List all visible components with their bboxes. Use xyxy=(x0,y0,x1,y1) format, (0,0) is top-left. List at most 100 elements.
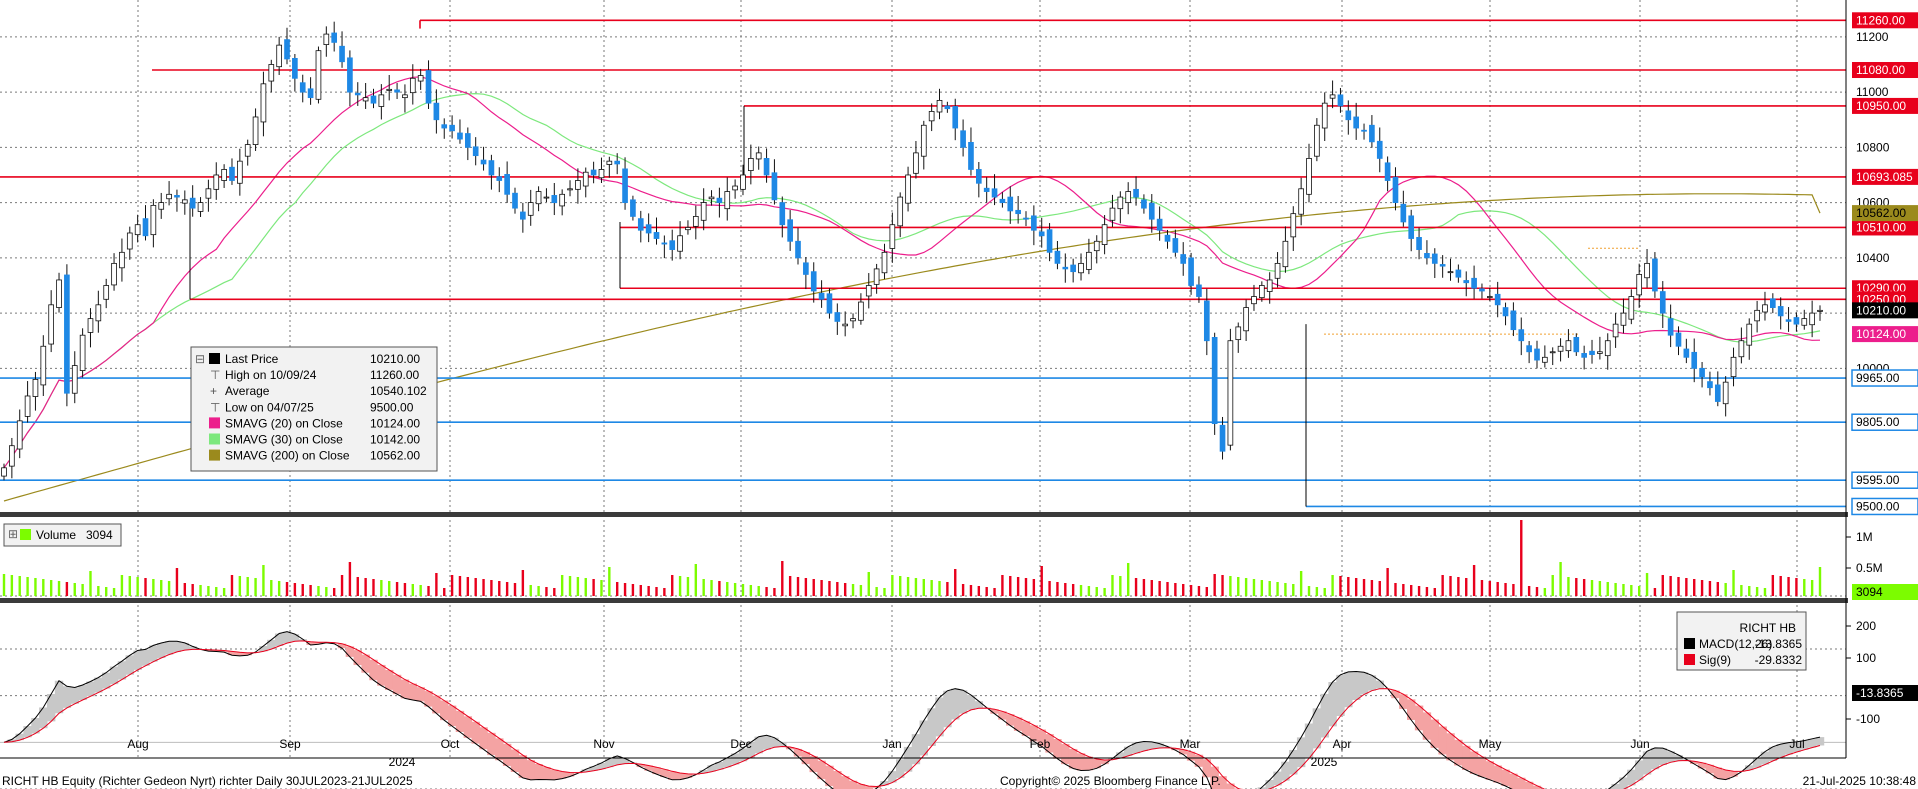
volume-bar xyxy=(875,587,878,596)
price-tick-label: 11000 xyxy=(1856,85,1889,99)
candle-body xyxy=(787,219,793,242)
candle-body xyxy=(1353,116,1359,129)
candle-body xyxy=(1597,351,1603,354)
candle-body xyxy=(1431,253,1438,264)
candle-body xyxy=(512,192,518,209)
volume-bar xyxy=(1449,576,1452,596)
volume-bar xyxy=(443,588,446,596)
volume-bar xyxy=(136,577,139,596)
candle-body xyxy=(378,94,385,107)
month-label: Jan xyxy=(882,737,901,751)
candle-body xyxy=(260,83,267,123)
candle-body xyxy=(1455,269,1462,278)
candle-body xyxy=(826,293,833,314)
volume-bar xyxy=(18,576,21,596)
candle-body xyxy=(166,193,172,200)
candle-body xyxy=(708,196,715,200)
legend-label: SMAVG (30) on Close xyxy=(225,433,343,447)
volume-bar xyxy=(112,588,116,596)
volume-bar xyxy=(238,576,242,596)
volume-bar xyxy=(843,583,847,596)
tag-9805.00-text: 9805.00 xyxy=(1856,415,1900,429)
candle-body xyxy=(1589,350,1595,355)
volume-bar xyxy=(222,588,226,596)
candle-body xyxy=(32,379,39,397)
candle-body xyxy=(669,240,676,250)
candle-body xyxy=(362,97,369,102)
candle-body xyxy=(1809,312,1815,326)
volume-bar xyxy=(498,581,501,596)
volume-bar xyxy=(1512,584,1515,596)
volume-bar xyxy=(466,577,470,596)
candle-body xyxy=(1015,209,1021,215)
candle-body xyxy=(755,152,762,160)
legends: Last Price 10210.00 ⊤ High on 10/09/24 11260… xyxy=(3,346,1807,671)
volume-legend-value: 3094 xyxy=(86,528,113,542)
candle-body xyxy=(1384,162,1391,181)
legend-glyph: ⊤ xyxy=(210,400,220,414)
candle-body xyxy=(1644,262,1650,279)
footer-instrument: RICHT HB Equity (Richter Gedeon Nyrt) ri… xyxy=(2,774,413,788)
tag-10510.00: 10510.00 xyxy=(1852,219,1918,236)
volume-bar xyxy=(1582,579,1586,596)
legend-value: 10210.00 xyxy=(370,352,420,366)
volume-bar xyxy=(435,573,438,596)
sma30-line xyxy=(3,92,1821,469)
candle-body xyxy=(1793,317,1800,325)
volume-bar xyxy=(1370,580,1374,596)
candle-body xyxy=(1148,202,1155,220)
volume-bar xyxy=(1307,586,1311,596)
volume-bar xyxy=(1504,583,1507,596)
volume-bar xyxy=(1543,588,1547,596)
candle-body xyxy=(150,204,157,236)
volume-bar xyxy=(1197,586,1201,596)
candle-body xyxy=(307,88,314,99)
volume-bar xyxy=(1700,580,1704,596)
volume-bar xyxy=(1803,579,1806,596)
candle-body xyxy=(1345,110,1352,121)
candle-body xyxy=(1227,340,1234,446)
candle-body xyxy=(1156,218,1163,231)
candle-body xyxy=(402,94,408,99)
volume-bar xyxy=(930,580,933,596)
tag-11260.00-bg xyxy=(1852,12,1918,29)
volume-bar xyxy=(309,585,312,596)
candle-body xyxy=(1691,351,1698,369)
volume-bar xyxy=(1071,584,1075,596)
volume-bar xyxy=(545,587,548,596)
volume-bar xyxy=(1323,588,1326,596)
volume-bar xyxy=(380,580,383,596)
price-tick-label: 10800 xyxy=(1856,140,1890,154)
volume-bar xyxy=(663,588,666,596)
volume-bar xyxy=(1465,578,1468,596)
candle-body xyxy=(1329,94,1336,99)
month-label: Mar xyxy=(1180,737,1201,751)
volume-bar xyxy=(1661,575,1664,596)
volume-bar xyxy=(954,569,957,596)
volume-bar xyxy=(694,564,698,596)
panel-separators xyxy=(0,0,1848,759)
candle-body xyxy=(244,144,251,157)
tag-9805.00: 9805.00 xyxy=(1851,413,1918,431)
volume-bar xyxy=(356,577,359,596)
volume-bar xyxy=(1425,587,1429,596)
candle-body xyxy=(724,191,731,210)
volume-bar xyxy=(906,577,910,596)
month-label: May xyxy=(1479,737,1502,751)
volume-bar xyxy=(788,576,792,596)
month-label: Aug xyxy=(127,737,148,751)
candle-body xyxy=(889,224,896,249)
tag-9595.00-text: 9595.00 xyxy=(1856,473,1900,487)
volume-bar xyxy=(899,576,902,596)
candle-body xyxy=(9,445,15,467)
volume-bar xyxy=(969,585,973,596)
candle-body xyxy=(944,105,951,110)
volume-bar xyxy=(1520,520,1523,596)
candle-body xyxy=(197,202,204,212)
candle-body xyxy=(339,45,345,63)
candle-body xyxy=(103,285,110,300)
candle-body xyxy=(1243,307,1249,332)
volume-bar xyxy=(1087,586,1091,596)
volume-bar xyxy=(332,588,336,596)
